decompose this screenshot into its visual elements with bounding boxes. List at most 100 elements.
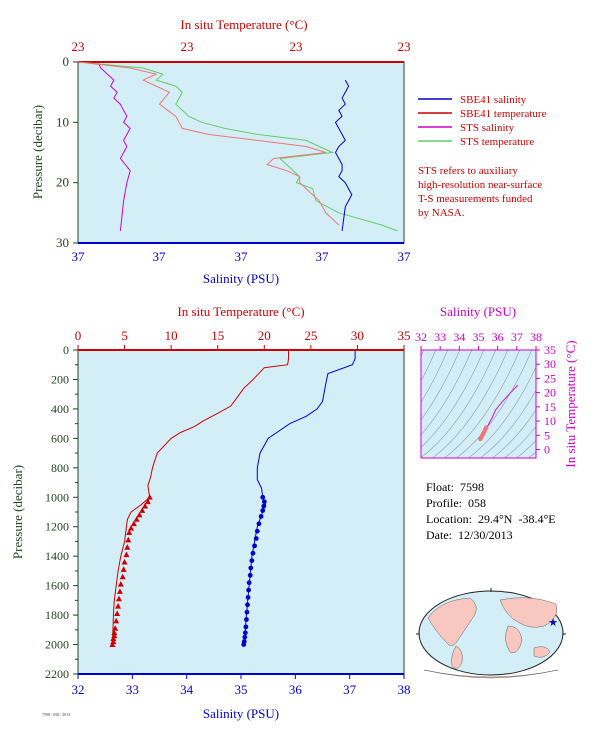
footnote: 7598 / 058 / 2013 bbox=[42, 712, 70, 717]
series-sts-salinity bbox=[97, 61, 131, 231]
salinity-marker bbox=[261, 503, 267, 509]
main-pressure-axis-label: Pressure (decibar) bbox=[10, 465, 25, 559]
map-land-australia bbox=[533, 646, 551, 658]
sal-tick-label: 36 bbox=[289, 682, 303, 697]
salinity-marker bbox=[249, 558, 255, 563]
map-land-africa bbox=[505, 625, 523, 653]
salinity-marker bbox=[253, 536, 259, 541]
salinity-marker bbox=[245, 602, 250, 608]
salinity-marker bbox=[247, 572, 253, 578]
sal-tick-label: 37 bbox=[343, 682, 357, 697]
pressure-tick-label: 1800 bbox=[45, 608, 69, 622]
ts-series-group bbox=[478, 384, 519, 442]
temperature-marker bbox=[133, 516, 140, 522]
salinity-marker bbox=[244, 609, 250, 615]
ts-sal-tick-label: 32 bbox=[415, 330, 427, 344]
ts-sal-tick-label: 35 bbox=[473, 330, 485, 344]
ts-sal-ticks: 32 33 34 35 36 37 38 bbox=[415, 330, 542, 350]
map-land-eurasia bbox=[499, 597, 557, 628]
pressure-tick-label: 200 bbox=[51, 372, 69, 386]
pressure-tick-label: 2000 bbox=[45, 638, 69, 652]
salinity-marker bbox=[250, 550, 256, 556]
main-sal-axis-label: Salinity (PSU) bbox=[203, 706, 279, 721]
ts-diagram-panel: Salinity (PSU) In situ Temperature (°C) … bbox=[415, 304, 578, 468]
pressure-tick-label: 1000 bbox=[45, 490, 69, 504]
ts-sal-tick-label: 34 bbox=[453, 330, 465, 344]
pressure-tick-label: 10 bbox=[56, 114, 69, 129]
sal-tick-label: 33 bbox=[126, 682, 139, 697]
temperature-marker bbox=[128, 525, 135, 531]
top-temp-axis-label: In situ Temperature (°C) bbox=[180, 17, 307, 32]
temperature-marker bbox=[110, 635, 117, 642]
pressure-tick-label: 1200 bbox=[45, 520, 69, 534]
sal-tick-label: 32 bbox=[72, 682, 85, 697]
temperature-line bbox=[112, 350, 289, 645]
temperature-marker bbox=[115, 595, 122, 602]
temperature-marker bbox=[144, 498, 151, 505]
ts-sal-axis-label: Salinity (PSU) bbox=[440, 304, 516, 319]
ts-plot-area bbox=[421, 350, 536, 458]
float-id: Float: 7598 bbox=[426, 480, 485, 494]
ts-sal-tick-label: 36 bbox=[492, 330, 504, 344]
ts-temp-tick-label: 15 bbox=[544, 400, 556, 414]
ts-temp-tick-label: 25 bbox=[544, 371, 556, 385]
density-contour bbox=[467, 366, 536, 458]
ts-point bbox=[478, 436, 483, 442]
salinity-marker bbox=[246, 587, 252, 593]
legend-label: STS temperature bbox=[460, 136, 534, 148]
top-temp-tick: 23 bbox=[72, 39, 85, 54]
salinity-marker bbox=[246, 580, 252, 586]
temperature-marker bbox=[116, 588, 123, 594]
temperature-marker bbox=[109, 641, 116, 647]
main-pressure-ticks: 0 200 400 600 800 1000 1200 1400 1600 1800 2000 220… bbox=[45, 343, 78, 681]
temperature-marker bbox=[111, 629, 118, 636]
ts-temp-tick-label: 5 bbox=[544, 428, 550, 442]
sts-note-line: T-S measurements funded bbox=[418, 193, 533, 205]
temp-tick-label: 30 bbox=[351, 328, 364, 343]
ts-sal-tick-label: 33 bbox=[434, 330, 446, 344]
main-sal-ticks: 32 33 34 35 36 37 38 bbox=[72, 674, 411, 697]
top-pressure-ticks: 0 10 20 30 bbox=[56, 54, 78, 250]
main-temp-ticks: 0 5 10 15 20 25 30 35 bbox=[75, 328, 411, 350]
salinity-marker bbox=[243, 624, 249, 630]
temp-tick-label: 10 bbox=[165, 328, 178, 343]
density-contour bbox=[421, 350, 473, 436]
density-contour bbox=[421, 350, 461, 421]
top-series-group bbox=[77, 61, 398, 232]
near-surface-panel: In situ Temperature (°C) 23 23 23 23 37 … bbox=[30, 17, 411, 286]
temperature-marker bbox=[123, 551, 130, 558]
density-contour bbox=[421, 350, 437, 382]
salinity-marker bbox=[248, 565, 254, 571]
temperature-marker bbox=[139, 507, 146, 513]
pressure-tick-label: 0 bbox=[63, 54, 70, 69]
top-temp-tick: 23 bbox=[398, 39, 411, 54]
legend-label: SBE41 temperature bbox=[460, 108, 547, 120]
density-contour bbox=[431, 350, 509, 458]
ts-temp-axis-label: In situ Temperature (°C) bbox=[563, 340, 578, 467]
main-temp-axis-label: In situ Temperature (°C) bbox=[177, 304, 304, 319]
density-contour bbox=[479, 389, 536, 458]
world-map: ★ bbox=[416, 588, 566, 679]
temperature-marker bbox=[130, 520, 137, 527]
salinity-marker bbox=[261, 499, 267, 505]
star-icon: ★ bbox=[548, 617, 558, 629]
temperature-marker bbox=[136, 511, 143, 518]
top-temp-tick: 23 bbox=[290, 39, 303, 54]
pressure-tick-label: 2200 bbox=[45, 667, 69, 681]
top-sal-tick: 37 bbox=[153, 249, 167, 264]
sts-note-line: STS refers to auxiliary bbox=[418, 165, 518, 177]
series-sbe41-temperature bbox=[77, 61, 340, 226]
ts-density-contours bbox=[421, 350, 536, 458]
ts-temp-tick-label: 10 bbox=[544, 414, 556, 428]
salinity-line bbox=[243, 350, 356, 645]
temperature-marker bbox=[142, 502, 149, 509]
top-sal-tick: 37 bbox=[398, 249, 412, 264]
salinity-marker bbox=[254, 528, 260, 534]
density-contour bbox=[443, 350, 521, 458]
pressure-tick-label: 800 bbox=[51, 461, 69, 475]
temperature-marker bbox=[125, 536, 132, 543]
main-series-group bbox=[109, 350, 356, 647]
salinity-marker bbox=[258, 514, 264, 519]
salinity-marker bbox=[244, 617, 249, 622]
temperature-marker bbox=[120, 566, 127, 572]
